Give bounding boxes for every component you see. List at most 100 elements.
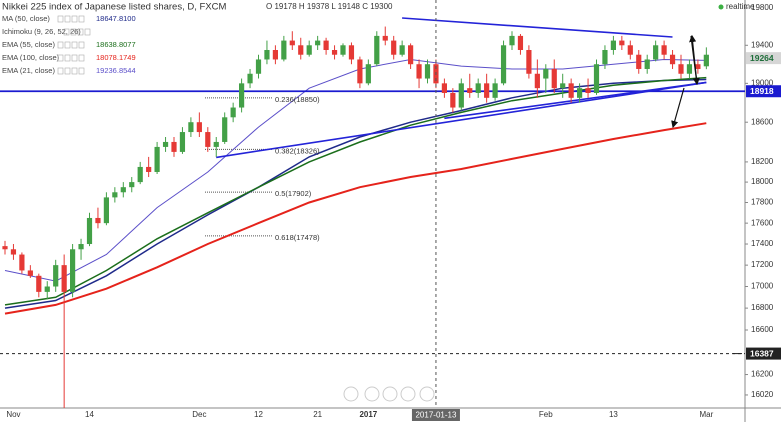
candle-body (239, 83, 245, 108)
candle-body (281, 40, 287, 60)
realtime-dot (718, 4, 724, 10)
candle-body (458, 83, 464, 108)
legend-control (57, 54, 64, 62)
candle-body (298, 45, 304, 55)
y-tick-label: 16800 (751, 303, 774, 312)
candle-body (416, 64, 422, 79)
candle-body (222, 117, 228, 142)
legend-name: MA (50, close) (2, 14, 50, 23)
arrow (689, 34, 698, 85)
reset-button[interactable] (382, 386, 398, 402)
trendline (216, 81, 707, 159)
candle-body (86, 217, 93, 245)
legend-control (64, 41, 71, 49)
candle-body (526, 50, 532, 74)
legend-control (57, 41, 64, 49)
candle-body (357, 59, 363, 84)
candle-body (568, 83, 574, 98)
candle-body (543, 68, 549, 79)
zoom-out-button[interactable] (364, 386, 380, 402)
candle-body (10, 249, 17, 255)
legend-background (0, 27, 100, 37)
candle-body (78, 244, 84, 250)
candle-body (61, 265, 67, 292)
legend-value: 19236.8544 (96, 66, 136, 75)
legend-control (64, 54, 71, 62)
x-tick-label: 2017 (359, 410, 377, 419)
legend-control (78, 15, 85, 23)
legend-background (0, 40, 125, 50)
y-tick-label: 18200 (751, 157, 774, 166)
scroll-right-button[interactable] (419, 386, 435, 402)
candle-body (129, 182, 135, 188)
candle-body (188, 122, 194, 133)
fib-label: 0.382(18326) (275, 146, 320, 155)
candle-body (162, 141, 169, 147)
candle-body (653, 45, 659, 60)
candle-body (331, 50, 338, 55)
candle-body (348, 45, 355, 60)
navigation-buttons[interactable] (343, 386, 435, 402)
y-tick-label: 18000 (751, 177, 774, 186)
candle-body (103, 197, 109, 224)
candle-body (374, 35, 380, 65)
fib-label: 0.618(17478) (275, 233, 320, 242)
legend-background (0, 66, 125, 76)
y-tick-label: 17200 (751, 260, 774, 269)
candle-body (627, 45, 633, 55)
y-tick-label: 16020 (751, 390, 774, 399)
candle-body (703, 54, 709, 67)
y-tick-label: 18600 (751, 117, 774, 126)
candle-body (492, 83, 498, 98)
candle-body (517, 35, 524, 51)
legend-value: 18638.8077 (96, 40, 136, 49)
legend-background (0, 53, 125, 63)
candle-body (255, 59, 262, 74)
fib-label: 0.236(18850) (275, 95, 320, 104)
legend-name: EMA (100, close) (2, 53, 60, 62)
candle-body (534, 73, 540, 89)
candle-body (365, 64, 371, 84)
candle-body (340, 45, 346, 55)
indicator-line (4, 122, 707, 315)
candle-body (196, 122, 202, 133)
candle-body (560, 83, 566, 89)
price-tag (746, 347, 781, 360)
legend-control (71, 41, 78, 49)
candle-body (577, 88, 583, 98)
legend-control (70, 28, 77, 36)
candle-body (408, 45, 414, 65)
candle-body (44, 286, 50, 292)
candle-body (399, 45, 405, 55)
candle-body (53, 265, 59, 287)
y-tick-label: 17000 (751, 282, 774, 291)
crosshair-label: 2017-01-13 (415, 411, 456, 420)
legend-value: 18647.8100 (96, 14, 136, 23)
candle-body (205, 132, 211, 147)
candle-body (112, 192, 118, 198)
candle-body (146, 166, 152, 172)
candle-body (669, 54, 676, 65)
candle-body (154, 146, 160, 172)
x-tick-label: 14 (85, 410, 94, 419)
candle-body (585, 88, 591, 93)
y-tick-label: 19800 (751, 3, 774, 12)
scroll-left-button[interactable] (343, 386, 359, 402)
legend-name: EMA (55, close) (2, 40, 55, 49)
zoom-in-button[interactable] (400, 386, 416, 402)
y-tick-label: 17600 (751, 218, 774, 227)
price-tag-label: 16387 (750, 348, 774, 358)
x-tick-label: Feb (539, 410, 553, 419)
candle-body (36, 275, 42, 292)
plot-area (0, 17, 745, 408)
x-tick-label: 21 (313, 410, 322, 419)
x-tick-label: Mar (699, 410, 713, 419)
candle-body (120, 187, 126, 193)
overlay (671, 34, 700, 129)
candle-body (247, 73, 253, 84)
candle-body (2, 246, 8, 250)
candle-body (636, 54, 642, 69)
candle-body (619, 40, 625, 46)
candle-body (137, 166, 143, 183)
